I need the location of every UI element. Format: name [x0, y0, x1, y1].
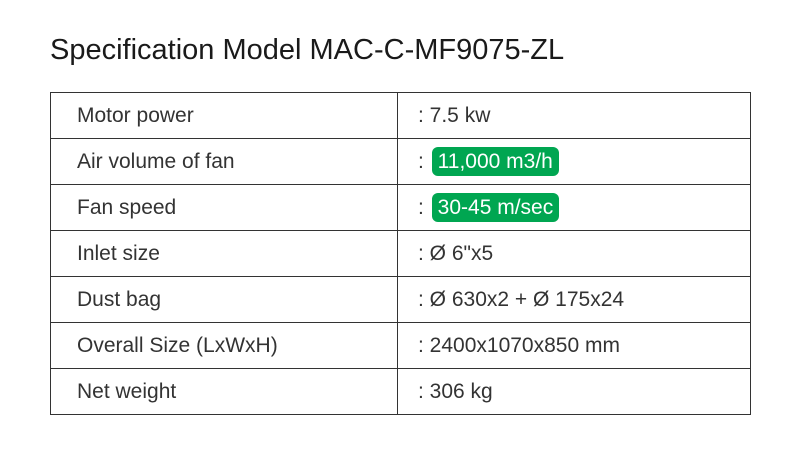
table-row: Motor power: 7.5 kw — [50, 92, 751, 139]
spec-label: Fan speed — [50, 184, 398, 231]
spec-label: Dust bag — [50, 276, 398, 323]
spec-label: Air volume of fan — [50, 138, 398, 185]
spec-value: 2400x1070x850 mm — [429, 333, 620, 357]
spec-value: 30-45 m/sec — [431, 192, 560, 222]
spec-value: 306 kg — [429, 379, 493, 403]
spec-value-cell: : 2400x1070x850 mm — [397, 322, 751, 369]
table-row: Inlet size: Ø 6"x5 — [50, 230, 751, 277]
spec-value: 11,000 m3/h — [431, 146, 559, 176]
spec-value: Ø 6"x5 — [429, 241, 494, 265]
spec-value: 7.5 kw — [429, 103, 491, 127]
spec-value-cell: : 7.5 kw — [397, 92, 751, 139]
spec-label: Inlet size — [50, 230, 398, 277]
spec-value-cell: : 30-45 m/sec — [397, 184, 751, 231]
page-title: Specification Model MAC-C-MF9075-ZL — [50, 34, 565, 66]
spec-label: Overall Size (LxWxH) — [50, 322, 398, 369]
spec-value-cell: : Ø 6"x5 — [397, 230, 751, 277]
spec-label: Net weight — [50, 368, 398, 415]
table-row: Fan speed: 30-45 m/sec — [50, 184, 751, 231]
table-row: Net weight: 306 kg — [50, 368, 751, 415]
spec-value-cell: : 11,000 m3/h — [397, 138, 751, 185]
table-row: Overall Size (LxWxH): 2400x1070x850 mm — [50, 322, 751, 369]
table-row: Dust bag: Ø 630x2 + Ø 175x24 — [50, 276, 751, 323]
table-row: Air volume of fan: 11,000 m3/h — [50, 138, 751, 185]
spec-value-cell: : Ø 630x2 + Ø 175x24 — [397, 276, 751, 323]
spec-label: Motor power — [50, 92, 398, 139]
spec-table: Motor power: 7.5 kw Air volume of fan: 11… — [50, 92, 751, 415]
spec-value-cell: : 306 kg — [397, 368, 751, 415]
spec-value: Ø 630x2 + Ø 175x24 — [429, 287, 625, 311]
